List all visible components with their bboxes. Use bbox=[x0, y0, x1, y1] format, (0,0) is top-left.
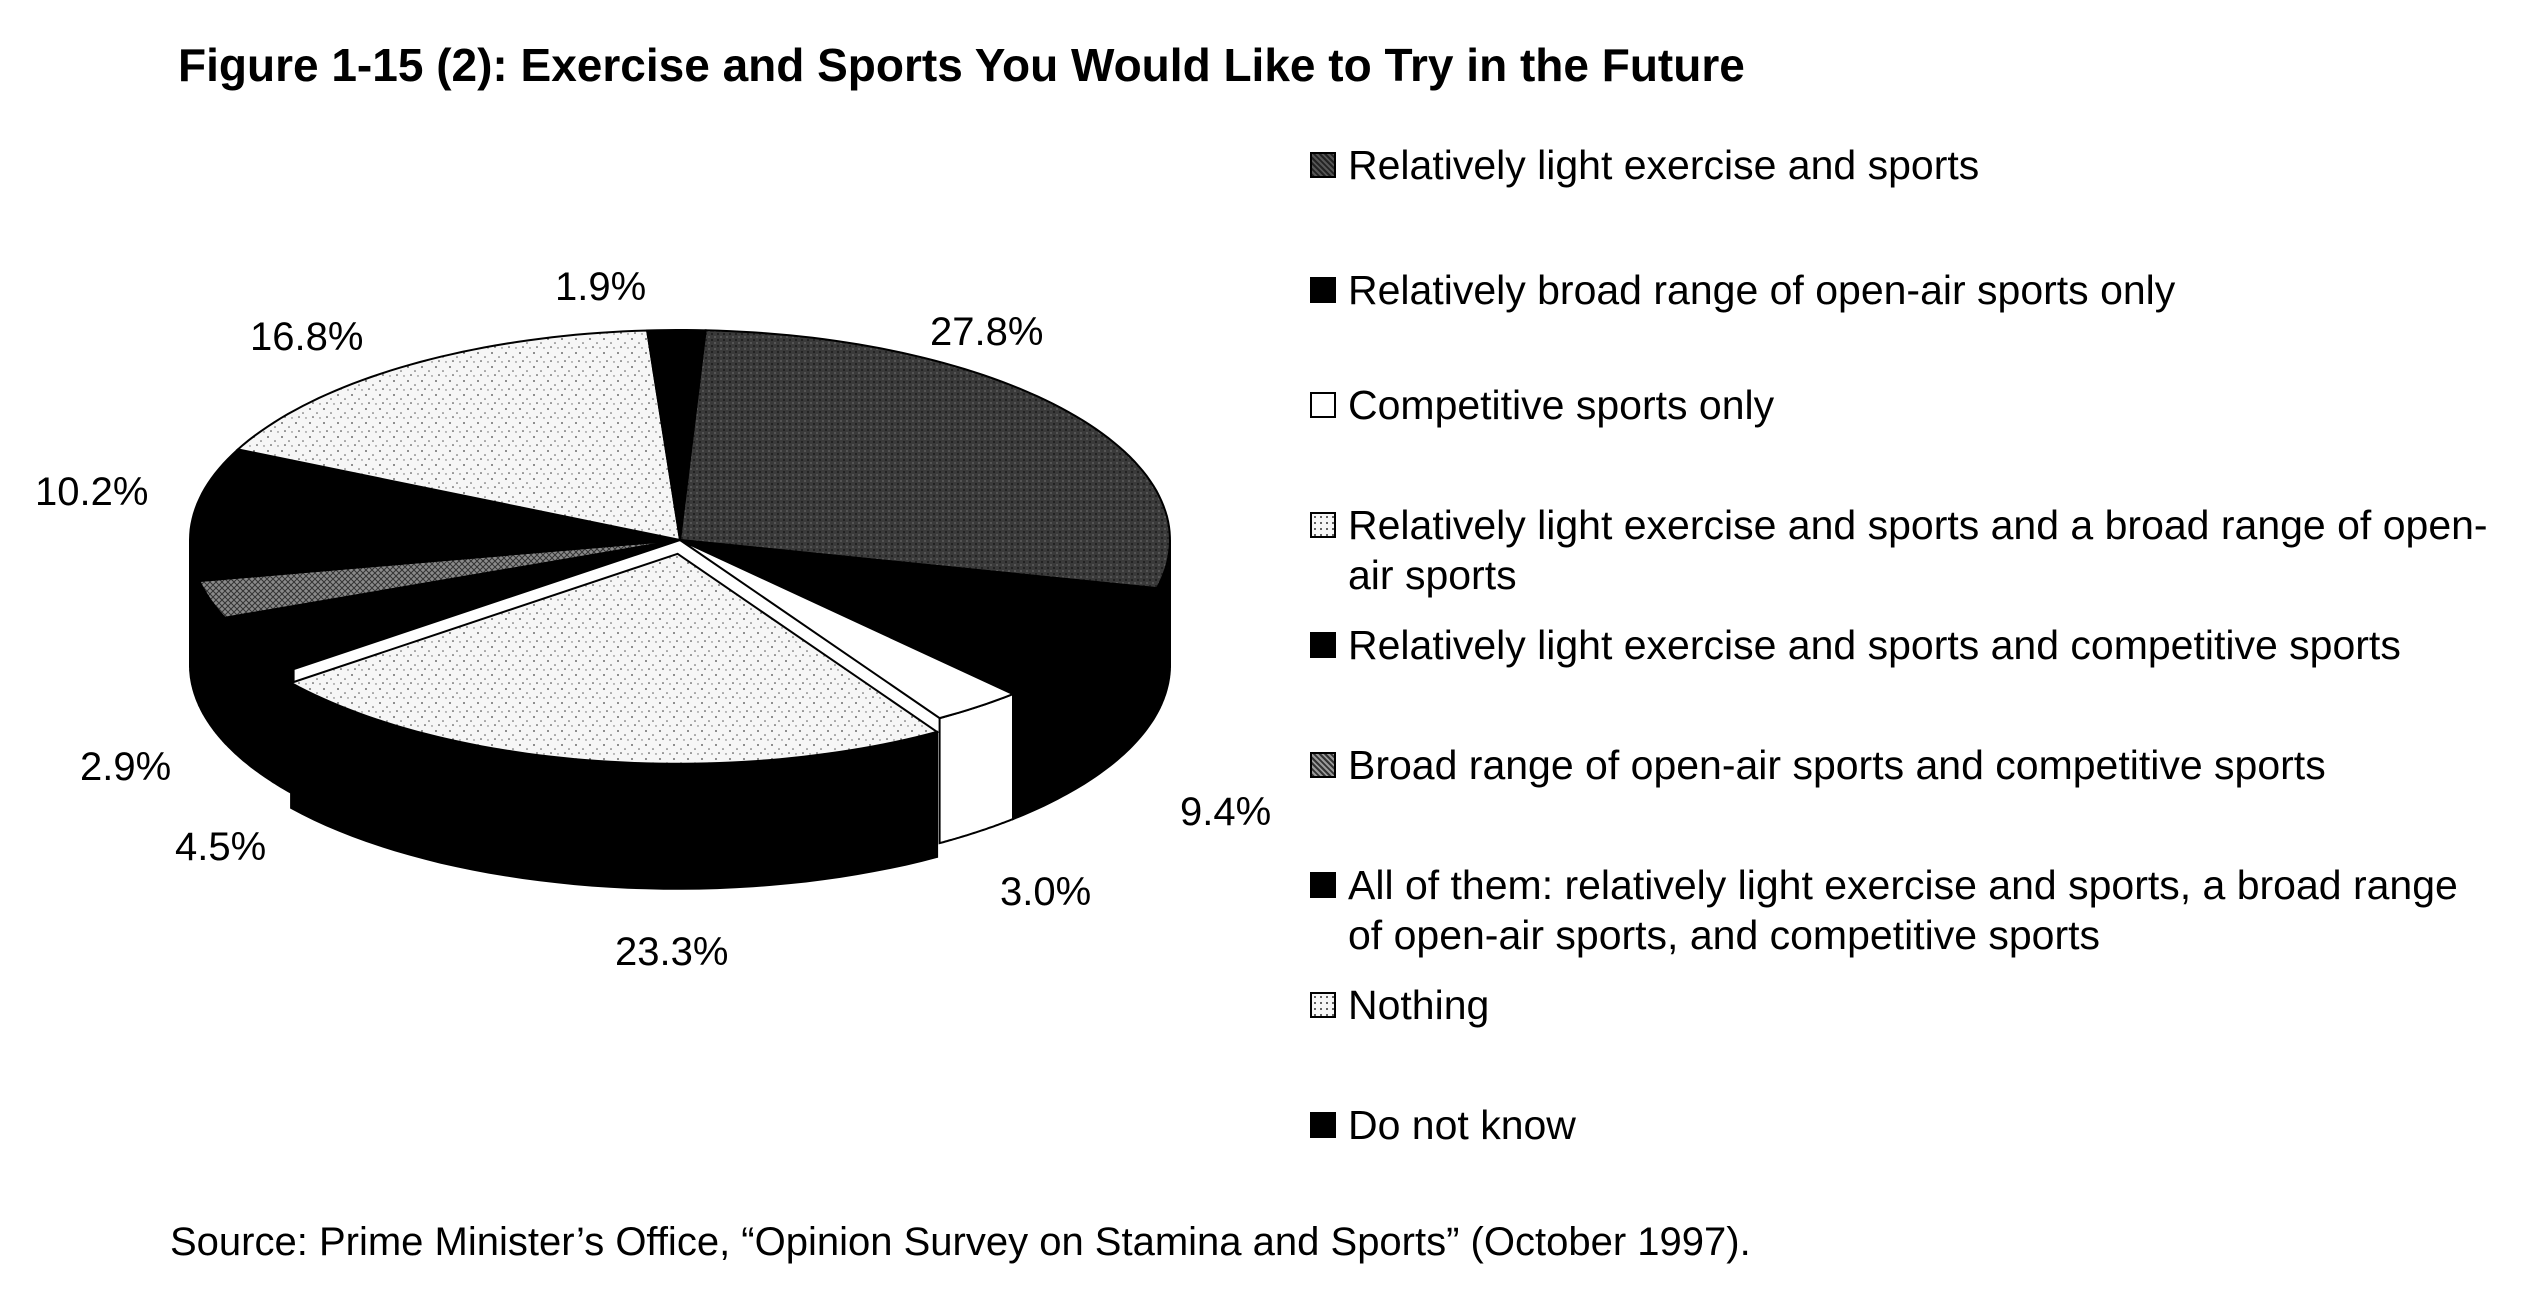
slice-value-label-4: 4.5% bbox=[175, 825, 266, 869]
legend-swatch bbox=[1310, 752, 1336, 778]
slice-value-label-0: 27.8% bbox=[930, 310, 1043, 354]
legend-swatch bbox=[1310, 152, 1336, 178]
chart-title: Figure 1-15 (2): Exercise and Sports You… bbox=[178, 39, 1745, 91]
legend-swatch bbox=[1310, 277, 1336, 303]
slice-value-label-7: 16.8% bbox=[250, 315, 363, 359]
legend-swatch bbox=[1310, 392, 1336, 418]
legend-label: Do not know bbox=[1348, 1102, 1576, 1148]
legend-label: Nothing bbox=[1348, 982, 1490, 1028]
legend-swatch bbox=[1310, 632, 1336, 658]
pie-slice-5 bbox=[197, 539, 681, 619]
pie-slice-1 bbox=[679, 539, 1159, 696]
legend-label: Broad range of open-air sports and compe… bbox=[1348, 742, 2326, 788]
legend-swatch bbox=[1310, 872, 1336, 898]
pie-slice-2 bbox=[679, 539, 1016, 720]
legend-swatch bbox=[1310, 1112, 1336, 1138]
slice-value-label-5: 2.9% bbox=[80, 745, 171, 789]
pie-slice-8 bbox=[645, 329, 707, 541]
legend-label: Competitive sports only bbox=[1348, 382, 1775, 428]
pie-slice-3 bbox=[288, 552, 940, 765]
legend-label: Relatively light exercise and sports and… bbox=[1348, 502, 2488, 598]
pie-slice-7 bbox=[235, 329, 682, 542]
pie-labels: 27.8% 9.4% 3.0% 23.3% 4.5%2.9% 10.2% 16.8% 1.9% bbox=[35, 265, 1271, 974]
slice-value-label-6: 10.2% bbox=[35, 470, 148, 514]
pie-tops bbox=[188, 329, 1172, 765]
legend-swatch bbox=[1310, 512, 1336, 538]
slice-value-label-2: 3.0% bbox=[1000, 870, 1091, 914]
legend-swatch bbox=[1310, 992, 1336, 1018]
slice-value-label-3: 23.3% bbox=[615, 930, 728, 974]
pie-slice-0 bbox=[678, 329, 1172, 590]
pie-slice-4 bbox=[222, 539, 681, 671]
legend-label: Relatively light exercise and sports and… bbox=[1348, 622, 2401, 668]
legend-label: All of them: relatively light exercise a… bbox=[1348, 862, 2458, 958]
pie-slice-6 bbox=[188, 448, 681, 583]
legend-label: Relatively broad range of open-air sport… bbox=[1348, 267, 2176, 313]
source-note: Source: Prime Minister’s Office, “Opinio… bbox=[170, 1220, 1751, 1264]
slice-value-label-8: 1.9% bbox=[555, 265, 646, 309]
legend-label: Relatively light exercise and sports bbox=[1348, 142, 1980, 188]
slice-value-label-1: 9.4% bbox=[1180, 790, 1271, 834]
pie-side-2 bbox=[938, 692, 1014, 845]
